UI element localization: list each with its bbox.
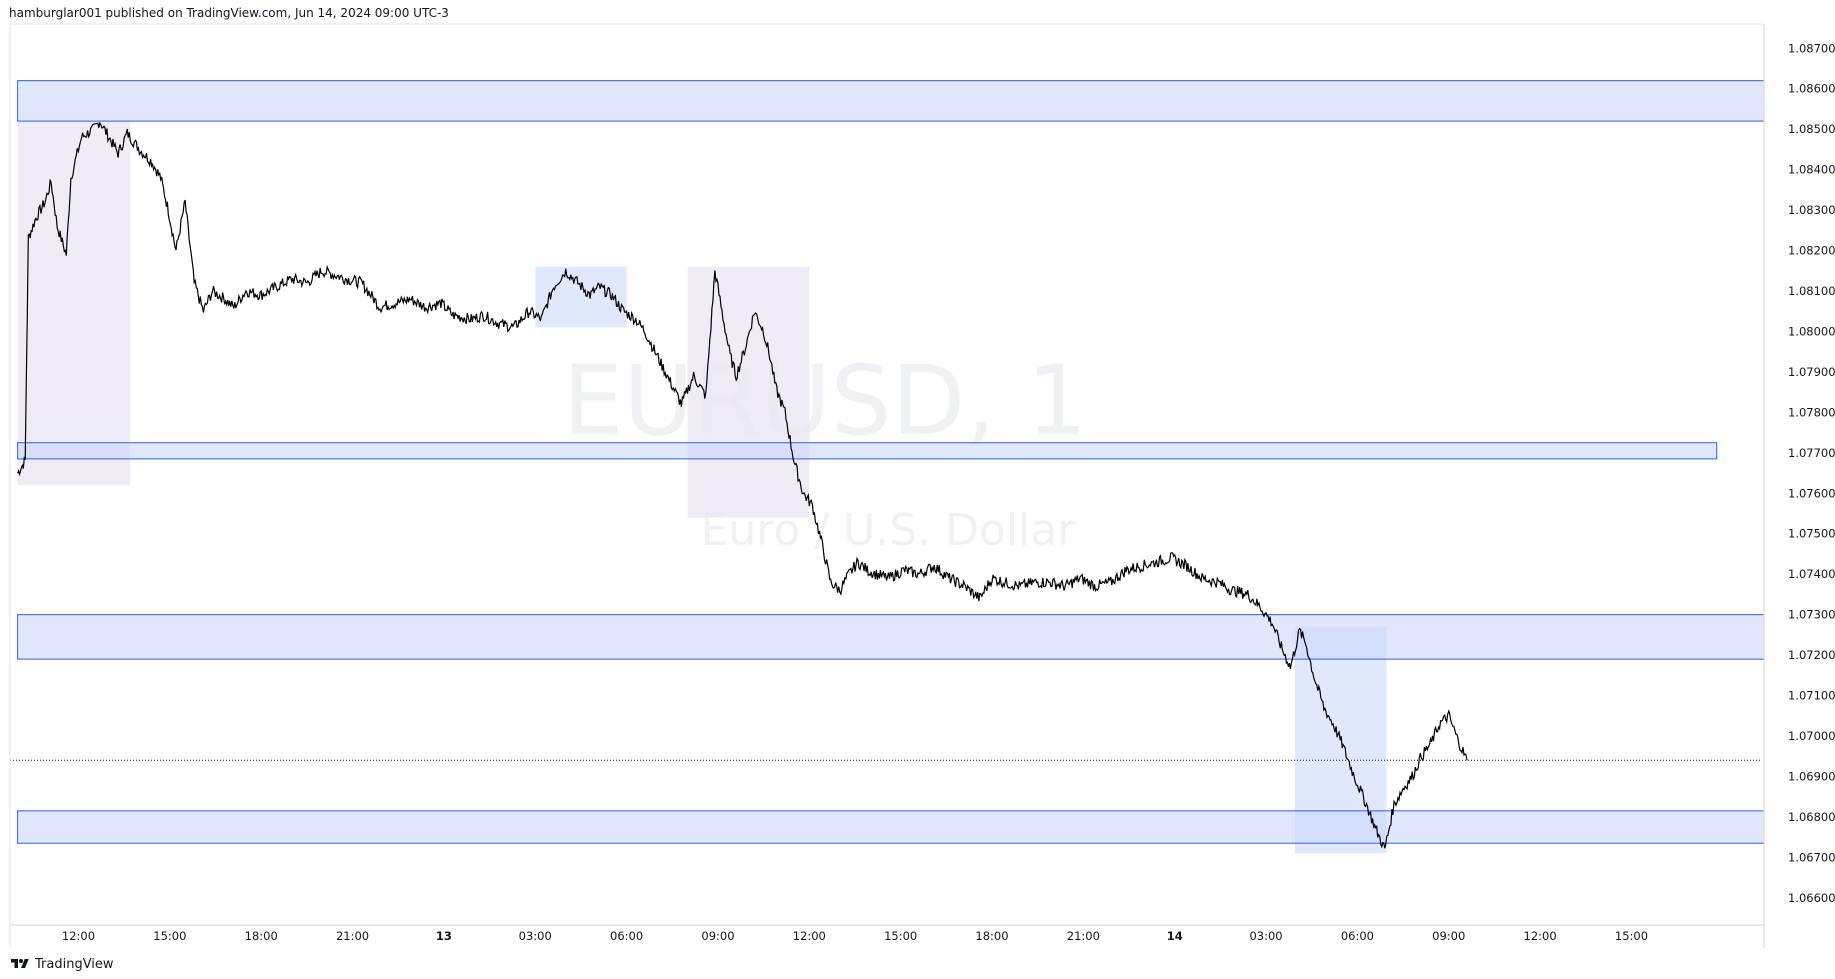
price-tick-label: 1.07100	[1788, 689, 1835, 703]
time-tick-label: 15:00	[153, 929, 186, 943]
price-zones	[17, 80, 1765, 844]
price-zone-2	[17, 442, 1718, 460]
time-tick-label: 21:00	[1067, 929, 1100, 943]
price-tick-label: 1.08200	[1788, 244, 1835, 258]
price-tick-label: 1.07400	[1788, 567, 1835, 581]
price-tick-label: 1.08000	[1788, 324, 1835, 338]
time-tick-label: 03:00	[519, 929, 552, 943]
price-zone-4	[17, 810, 1765, 844]
price-tick-label: 1.07000	[1788, 729, 1835, 743]
session-box-1	[17, 121, 131, 486]
session-box-3	[687, 266, 810, 518]
time-tick-label: 21:00	[336, 929, 369, 943]
price-tick-label: 1.07900	[1788, 365, 1835, 379]
time-tick-label: 12:00	[62, 929, 95, 943]
price-tick-label: 1.07700	[1788, 446, 1835, 460]
time-tick-label: 18:00	[975, 929, 1008, 943]
price-tick-label: 1.07800	[1788, 405, 1835, 419]
published-caption: hamburglar001 published on TradingView.c…	[9, 6, 449, 20]
price-series-line	[17, 121, 1468, 849]
time-tick-label: 03:00	[1249, 929, 1282, 943]
price-tick-label: 1.06900	[1788, 769, 1835, 783]
time-tick-label: 15:00	[884, 929, 917, 943]
session-boxes	[17, 121, 1387, 854]
price-chart[interactable]: EURUSD, 1 Euro / U.S. Dollar 1.087001.08…	[0, 0, 1835, 950]
time-tick-label: 12:00	[793, 929, 826, 943]
time-tick-label: 14	[1167, 929, 1183, 943]
time-tick-label: 15:00	[1615, 929, 1648, 943]
price-tick-label: 1.06800	[1788, 810, 1835, 824]
time-tick-label: 06:00	[610, 929, 643, 943]
price-tick-label: 1.08100	[1788, 284, 1835, 298]
time-tick-label: 13	[436, 929, 452, 943]
price-tick-label: 1.06600	[1788, 891, 1835, 905]
price-tick-label: 1.07300	[1788, 608, 1835, 622]
watermark: EURUSD, 1 Euro / U.S. Dollar	[563, 345, 1088, 556]
price-axis[interactable]: 1.08700 1.08600 1.08500 1.08400 1.08300 1.082…	[1788, 41, 1835, 905]
price-zone-1	[17, 80, 1765, 122]
price-tick-label: 1.08600	[1788, 82, 1835, 96]
footer-brand: TradingView	[9, 954, 114, 974]
time-axis[interactable]: 12:00 15:00 18:00 21:00 13 03:00 06:00 09:00 12:…	[62, 929, 1648, 943]
watermark-symbol: EURUSD, 1	[563, 345, 1088, 457]
tradingview-logo-icon	[11, 959, 29, 968]
price-tick-label: 1.07500	[1788, 527, 1835, 541]
price-tick-label: 1.07600	[1788, 486, 1835, 500]
footer-brand-label: TradingView	[35, 956, 114, 972]
price-zone-3	[17, 614, 1765, 660]
time-tick-label: 06:00	[1341, 929, 1374, 943]
time-tick-label: 09:00	[701, 929, 734, 943]
time-tick-label: 18:00	[245, 929, 278, 943]
price-tick-label: 1.06700	[1788, 850, 1835, 864]
price-tick-label: 1.08300	[1788, 203, 1835, 217]
time-tick-label: 12:00	[1524, 929, 1557, 943]
time-tick-label: 09:00	[1432, 929, 1465, 943]
price-tick-label: 1.07200	[1788, 648, 1835, 662]
price-tick-label: 1.08400	[1788, 163, 1835, 177]
price-tick-label: 1.08700	[1788, 41, 1835, 55]
price-tick-label: 1.08500	[1788, 122, 1835, 136]
